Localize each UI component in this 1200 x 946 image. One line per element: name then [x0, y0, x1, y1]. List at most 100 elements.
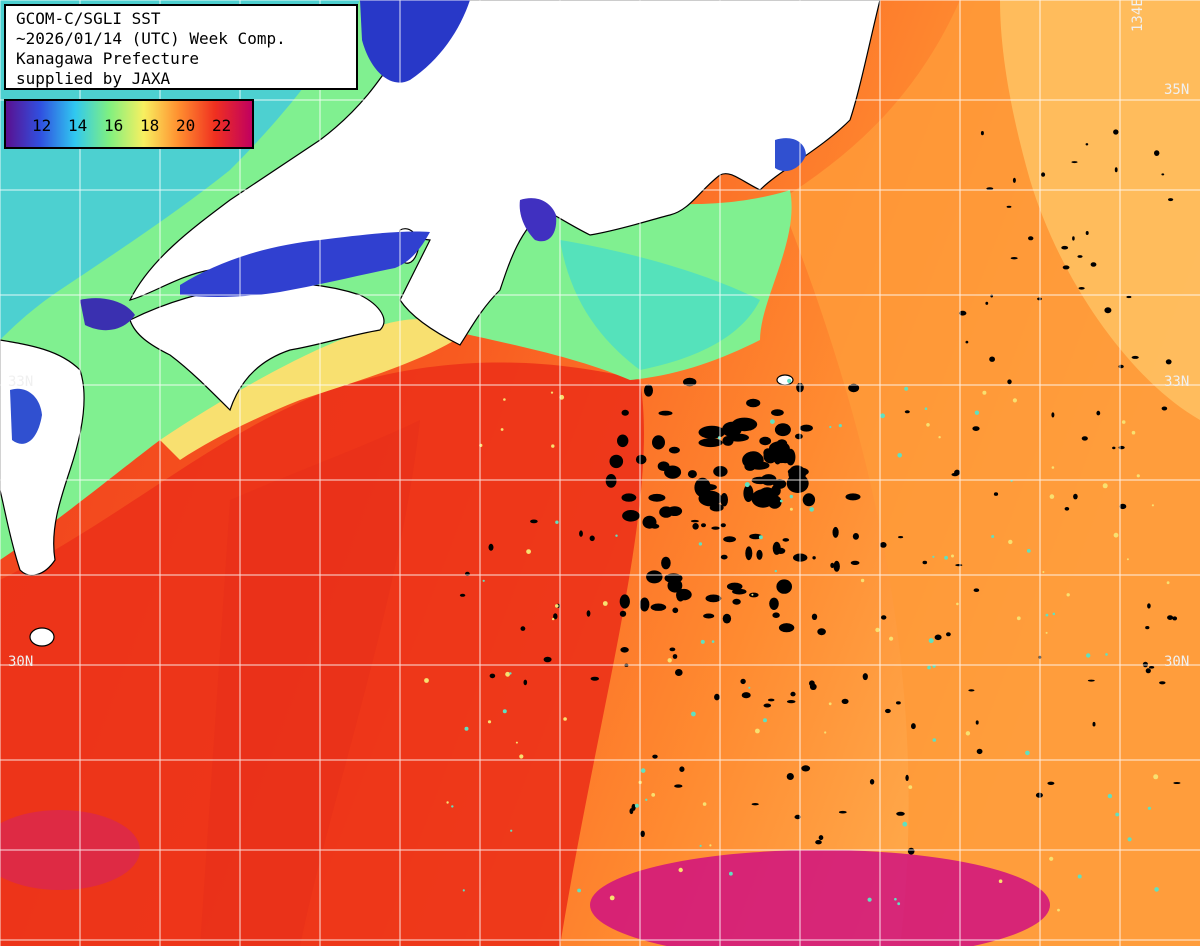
cloud-speck [652, 754, 658, 759]
cloud-speck [639, 597, 650, 612]
cloud-speck [782, 538, 790, 542]
edge-speck [838, 424, 842, 428]
cloud-speck [817, 628, 826, 636]
edge-speck [880, 413, 885, 419]
cloud-speck [885, 708, 891, 714]
cloud-speck [701, 523, 706, 528]
cloud-speck [768, 441, 790, 456]
ise-bay-cold [775, 138, 806, 172]
cloud-speck [1051, 412, 1055, 418]
cloud-speck [711, 526, 720, 530]
edge-speck [951, 554, 954, 558]
cloud-speck [605, 474, 617, 488]
cloud-speck [1073, 493, 1078, 500]
cloud-speck [1145, 626, 1150, 630]
edge-speck [1147, 806, 1151, 810]
cloud-speck [530, 519, 538, 524]
cloud-speck [776, 547, 786, 555]
edge-speck [1045, 613, 1049, 617]
cloud-speck [668, 446, 680, 454]
cloud-speck [1173, 782, 1181, 784]
edge-speck [505, 671, 510, 677]
cloud-speck [812, 556, 816, 560]
edge-speck [667, 658, 672, 663]
edge-speck [1107, 793, 1113, 799]
edge-speck [424, 678, 429, 683]
cloud-speck [687, 470, 697, 479]
cloud-speck [667, 506, 683, 516]
edge-speck [1026, 549, 1031, 553]
cloud-speck [905, 774, 909, 782]
edge-speck [755, 728, 760, 734]
edge-speck [1127, 837, 1132, 842]
edge-speck [928, 638, 934, 644]
cloud-speck [657, 461, 670, 472]
cloud-speck [1161, 173, 1165, 176]
cloud-speck [622, 510, 640, 522]
cloud-speck [1012, 177, 1016, 183]
cloud-speck [586, 610, 591, 617]
northeast-yellow [1000, 0, 1200, 420]
legend-tick-14: 14 [68, 116, 88, 135]
seto-inland-sea-cold [180, 231, 430, 297]
edge-speck [510, 829, 513, 832]
edge-speck [889, 636, 894, 641]
cloud-speck [749, 592, 759, 598]
edge-speck [932, 738, 937, 742]
edge-speck [487, 720, 492, 724]
edge-speck [956, 602, 959, 606]
cloud-speck [1104, 307, 1112, 314]
cloud-speck [763, 703, 772, 708]
cloud-speck [1172, 616, 1178, 621]
cloud-speck [1061, 245, 1069, 250]
cloud-speck [975, 720, 979, 725]
cloud-speck [968, 689, 975, 692]
cloud-speck [832, 526, 839, 538]
cloud-speck [850, 560, 860, 566]
cloud-speck [934, 634, 942, 641]
cloud-speck [722, 613, 732, 624]
cloud-speck [644, 384, 653, 397]
cloud-speck [1114, 167, 1118, 173]
edge-speck [515, 741, 518, 744]
edge-speck [894, 897, 897, 901]
edge-speck [875, 627, 880, 633]
edge-speck [770, 419, 775, 424]
land-small-island-1 [29, 627, 55, 647]
cloud-speck [773, 479, 787, 489]
edge-speck [924, 407, 928, 411]
cloud-speck [1154, 150, 1160, 157]
cloud-speck [980, 131, 984, 136]
cloud-speck [1167, 615, 1174, 620]
lat-label-33n-left: 33N [8, 374, 33, 390]
cloud-speck [795, 433, 803, 440]
grid-labels: 33N 33N 30N 30N 35N 134E [8, 0, 1189, 670]
edge-speck [1051, 466, 1055, 469]
edge-speck [1045, 631, 1048, 634]
cloud-speck [772, 612, 780, 618]
cloud-speck [1078, 287, 1085, 290]
edge-speck [699, 844, 702, 848]
cloud-speck [1085, 143, 1089, 146]
cloud-speck [722, 436, 733, 446]
edge-speck [829, 425, 832, 429]
cloud-speck [786, 700, 796, 704]
cloud-speck [802, 493, 816, 507]
cloud-speck [954, 469, 961, 476]
legend-tick-12: 12 [32, 116, 52, 135]
cloud-speck [1096, 410, 1101, 416]
cloud-speck [881, 615, 887, 620]
edge-speck [615, 534, 618, 537]
cloud-speck [786, 773, 794, 780]
edge-speck [717, 436, 722, 440]
cloud-speck [726, 582, 743, 591]
cloud-speck [880, 542, 887, 548]
cloud-speck [743, 484, 754, 502]
cloud-speck [749, 533, 762, 540]
cloud-speck [1147, 603, 1151, 609]
edge-speck [500, 428, 504, 431]
edge-speck [1166, 581, 1170, 585]
cloud-speck [648, 493, 666, 502]
cloud-speck [1090, 262, 1097, 267]
cloud-speck [694, 477, 711, 498]
